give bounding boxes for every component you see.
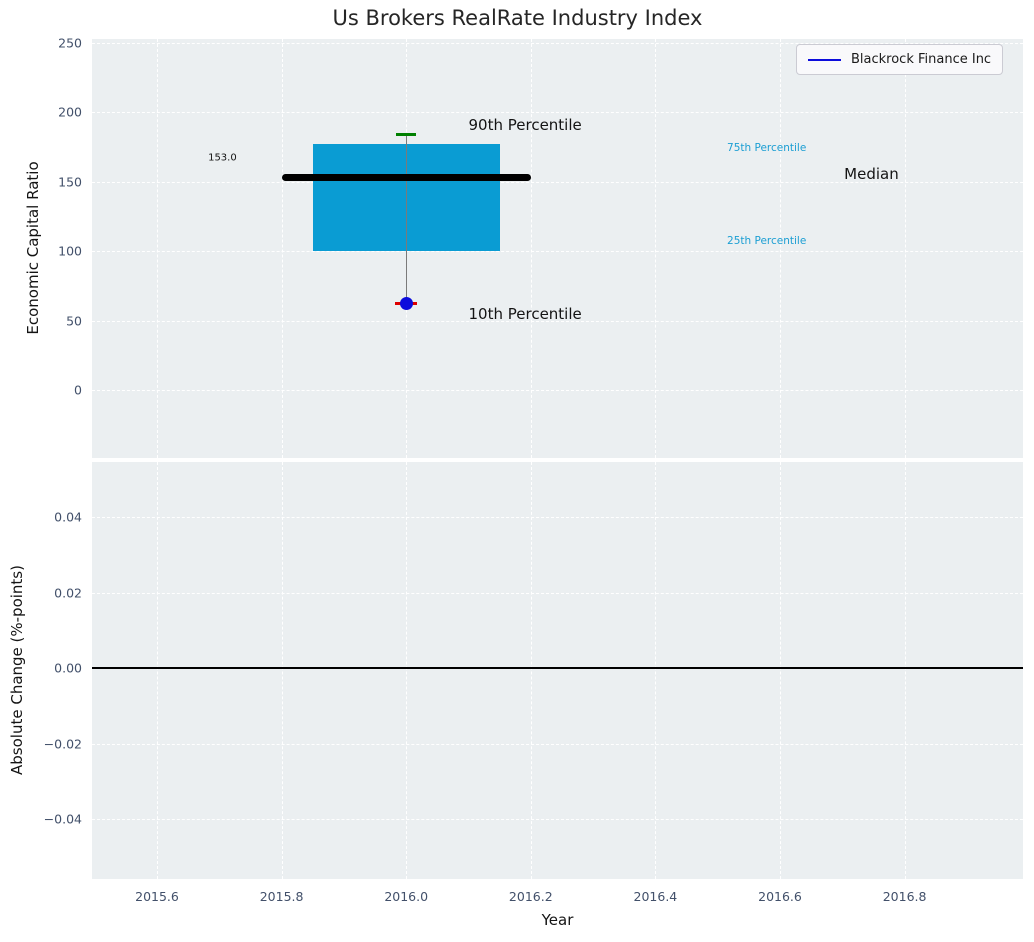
zero-line [92,667,1023,669]
bottom-y-tick-label: 0.00 [54,660,82,676]
x-tick-label: 2016.6 [758,889,802,904]
gridline-y [92,181,1023,183]
p10-percentile-label: 10th Percentile [468,304,582,323]
bottom-plot-area [92,462,1023,879]
x-tick-label: 2015.8 [259,889,304,904]
p90-percentile-label: 90th Percentile [468,115,582,134]
median-line [281,174,531,182]
gridline-x [281,39,283,458]
top-y-tick-label: 50 [66,313,82,329]
gridline-y [92,251,1023,253]
legend-line-sample [808,58,841,61]
top-y-tick-label: 250 [58,35,82,51]
gridline-x [530,39,532,458]
gridline-x [780,39,781,458]
x-tick-label: 2016.4 [633,889,678,904]
top-plot-area: 90th Percentile 10th Percentile 153.0 75th … [92,39,1023,458]
gridline-x [904,462,906,879]
x-tick-label: 2015.6 [135,889,179,904]
gridline-x [780,462,781,879]
median-label: Median [844,165,899,184]
p75-percentile-label: 75th Percentile [727,142,807,155]
gridline-x [157,39,158,458]
legend[interactable]: Blackrock Finance Inc [796,44,1004,75]
gridline-y [92,743,1023,745]
chart-title: Us Brokers RealRate Industry Index [332,6,703,30]
x-tick-label: 2016.2 [508,889,553,904]
x-axis-label: Year [541,911,574,929]
p90-cap [396,133,417,137]
top-y-tick-label: 200 [58,104,82,120]
gridline-x [281,462,283,879]
gridline-y [92,592,1023,594]
bottom-y-tick-label: 0.04 [54,509,82,525]
gridline-x [904,39,906,458]
gridline-x [530,462,532,879]
gridline-y [92,819,1023,820]
gridline-y [92,390,1023,391]
gridline-y [92,112,1023,114]
top-y-tick-label: 0 [74,382,82,398]
gridline-x [406,462,408,879]
company-data-point[interactable] [399,297,413,311]
gridline-x [655,462,657,879]
median-value-label: 153.0 [208,152,237,164]
top-y-tick-label: 150 [58,174,82,190]
gridline-y [92,517,1023,518]
gridline-y [92,320,1023,322]
whisker-line [405,134,407,304]
legend-label: Blackrock Finance Inc [851,52,992,67]
top-y-tick-label: 100 [58,243,82,259]
x-tick-label: 2016.8 [882,889,927,904]
bottom-y-tick-label: −0.04 [43,811,82,827]
gridline-x [157,462,158,879]
p25-percentile-label: 25th Percentile [727,235,807,248]
gridline-x [655,39,657,458]
x-tick-label: 2016.0 [384,889,429,904]
gridline-y [92,43,1023,44]
bottom-y-tick-label: 0.02 [54,585,82,600]
bottom-y-tick-label: −0.02 [43,736,82,751]
